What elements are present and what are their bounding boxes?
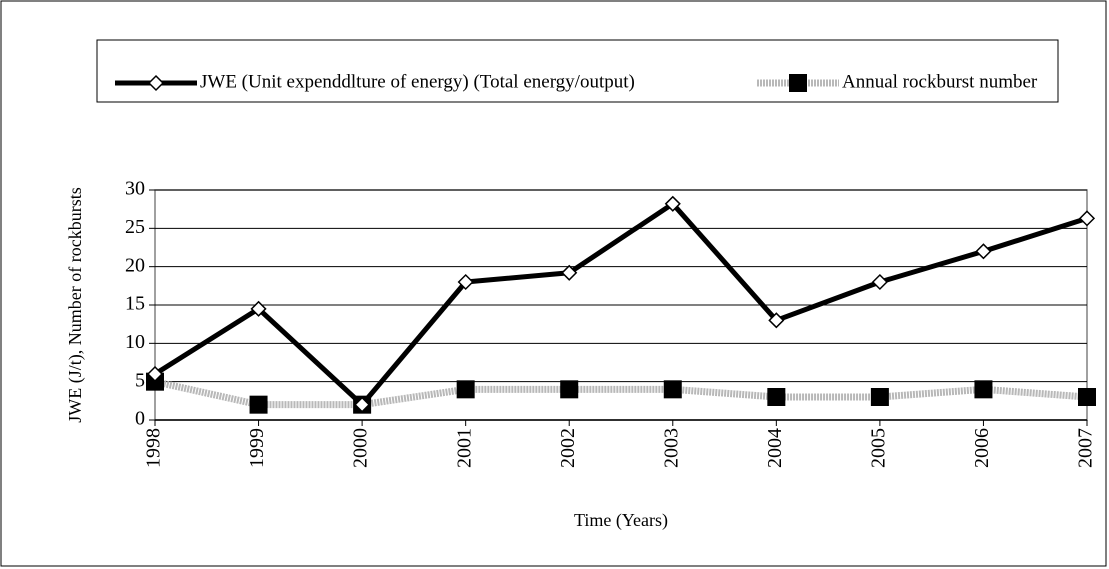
series-line — [154, 378, 1088, 409]
marker — [146, 365, 164, 383]
series-line — [153, 201, 1088, 408]
marker — [249, 395, 268, 414]
marker — [250, 300, 267, 317]
marker — [870, 388, 889, 406]
marker — [147, 74, 165, 92]
marker — [767, 388, 786, 406]
marker — [871, 273, 888, 291]
x-tick-label: 2000 — [350, 428, 372, 468]
legend-label: Annual rockburst number — [842, 71, 1038, 92]
marker — [974, 380, 993, 399]
y-tick-label: 30 — [125, 178, 145, 200]
x-tick-label: 2001 — [453, 428, 475, 468]
x-tick-label: 1999 — [246, 428, 268, 468]
marker — [664, 195, 681, 212]
x-tick-label: 2004 — [764, 428, 786, 468]
y-tick-label: 25 — [125, 216, 145, 238]
y-tick-label: 0 — [135, 408, 145, 430]
y-axis-title: JWE (J/t), Number of rockbursts — [65, 187, 86, 422]
marker — [789, 74, 807, 92]
marker — [1078, 388, 1096, 406]
marker — [457, 273, 474, 291]
marker — [561, 264, 578, 281]
x-axis-title: Time (Years) — [574, 510, 668, 531]
marker — [768, 312, 785, 329]
legend-box — [96, 39, 1059, 103]
x-tick-label: 2007 — [1075, 428, 1097, 468]
marker — [1078, 210, 1096, 227]
marker — [663, 380, 682, 399]
marker — [354, 396, 371, 413]
y-tick-label: 20 — [125, 254, 145, 276]
marker — [560, 380, 579, 399]
marker — [456, 380, 475, 399]
y-tick-label: 15 — [125, 293, 145, 315]
x-tick-label: 1998 — [143, 428, 165, 468]
x-tick-label: 2003 — [660, 428, 682, 468]
x-tick-label: 2002 — [557, 428, 579, 468]
x-tick-label: 2005 — [867, 428, 889, 468]
legend-label: JWE (Unit expenddlture of energy) (Total… — [200, 71, 635, 92]
marker — [975, 243, 992, 260]
x-tick-label: 2006 — [971, 428, 993, 468]
y-tick-label: 10 — [125, 331, 145, 353]
y-tick-label: 5 — [135, 369, 145, 391]
